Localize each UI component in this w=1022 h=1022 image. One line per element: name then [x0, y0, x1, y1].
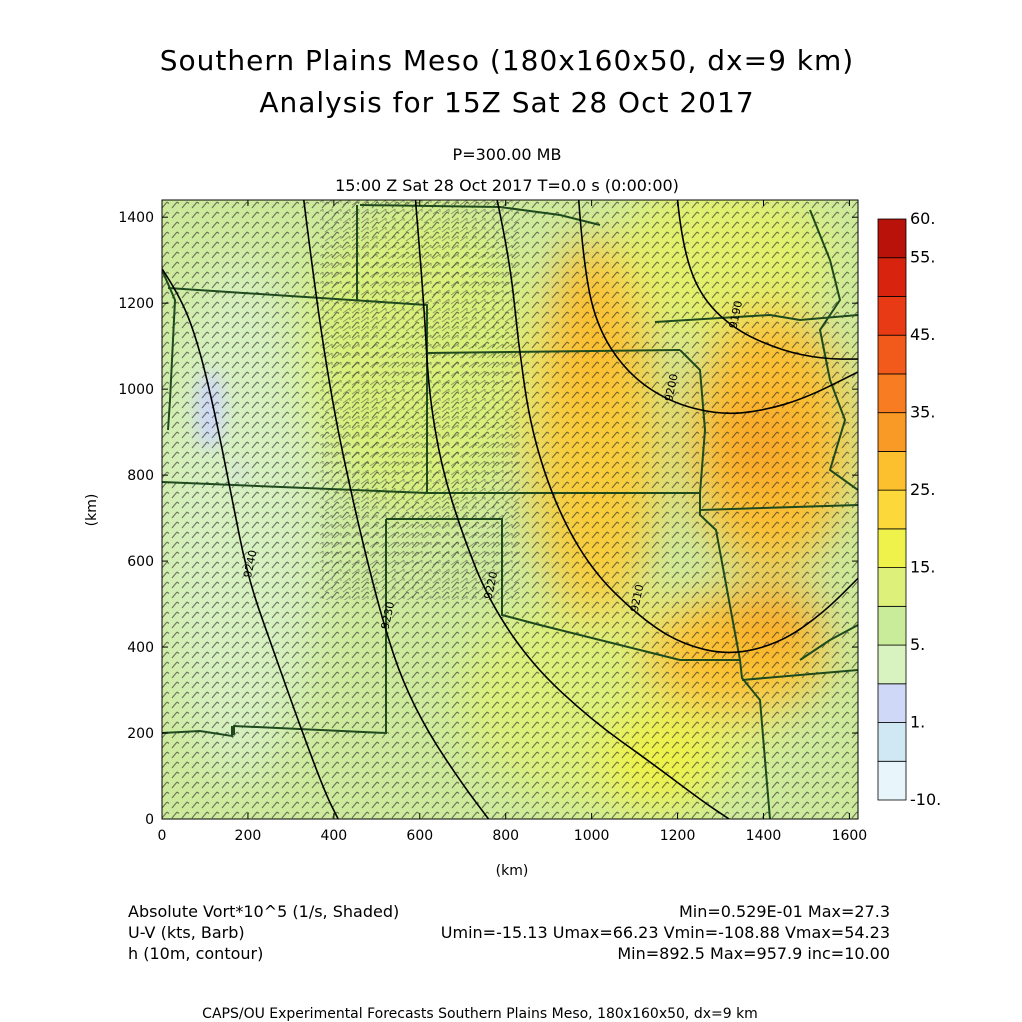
colorbar-swatch — [877, 218, 907, 259]
colorbar-swatch — [877, 334, 907, 375]
x-tick-label: 1000 — [574, 828, 610, 844]
y-tick-label: 1200 — [118, 296, 154, 312]
colorbar-label: 25. — [910, 480, 935, 499]
height-contours: 9240 9230 9220 9210 9200 9190 — [162, 200, 858, 819]
x-tick-label: 0 — [158, 828, 167, 844]
y-axis-label: (km) — [84, 494, 100, 527]
valid-time: 15:00 Z Sat 28 Oct 2017 T=0.0 s (0:00:00… — [335, 176, 679, 195]
x-tick-label: 600 — [406, 828, 433, 844]
y-tick-label: 800 — [127, 468, 154, 484]
colorbar-swatch — [877, 605, 907, 646]
height-contour-line — [676, 200, 858, 360]
y-tick-label: 200 — [127, 726, 154, 742]
colorbar-swatch — [877, 373, 907, 414]
colorbar-swatch — [877, 567, 907, 607]
wind-barbs-dense — [320, 200, 520, 600]
field1-label: Absolute Vort*10^5 (1/s, Shaded) — [128, 902, 400, 921]
height-contour-line — [496, 200, 858, 654]
x-tick-label: 1600 — [832, 828, 868, 844]
contour-label: 9200 — [662, 373, 681, 403]
state-boundaries — [162, 204, 858, 819]
colorbar-swatch — [877, 528, 907, 568]
colorbar-swatch — [877, 683, 907, 723]
contour-label: 9210 — [628, 583, 647, 613]
field3-stats: Min=892.5 Max=957.9 inc=10.00 — [617, 944, 890, 963]
x-tick-label: 800 — [492, 828, 519, 844]
colorbar-swatch — [877, 489, 907, 530]
y-tick-label: 400 — [127, 640, 154, 656]
colorbar-swatch — [877, 296, 907, 336]
y-axis: 0 200 400 600 800 1000 1200 1400 — [118, 210, 858, 828]
colorbar-label: 1. — [910, 713, 925, 732]
y-tick-label: 0 — [145, 812, 154, 828]
contour-label: 9230 — [379, 600, 398, 630]
x-tick-label: 400 — [320, 828, 347, 844]
height-contour-line — [577, 200, 858, 415]
colorbar-label: -10. — [910, 790, 941, 809]
colorbar-label: 15. — [910, 558, 935, 577]
x-tick-label: 1200 — [660, 828, 696, 844]
pressure-level: P=300.00 MB — [452, 145, 562, 164]
field2-label: U-V (kts, Barb) — [128, 923, 245, 942]
chart-subtitle: Analysis for 15Z Sat 28 Oct 2017 — [259, 86, 755, 119]
colorbar: -10. 1. 5. 15. 25. 35. 45. 55. 60. — [877, 209, 941, 809]
height-contour-line — [302, 200, 490, 819]
field2-stats: Umin=-15.13 Umax=66.23 Vmin=-108.88 Vmax… — [440, 923, 890, 942]
chart-title: Southern Plains Meso (180x160x50, dx=9 k… — [159, 44, 855, 77]
field3-label: h (10m, contour) — [128, 944, 264, 963]
colorbar-swatch — [877, 644, 907, 685]
x-tick-label: 200 — [235, 828, 262, 844]
field1-stats: Min=0.529E-01 Max=27.3 — [678, 902, 890, 921]
y-tick-label: 1000 — [118, 382, 154, 398]
contour-label: 9220 — [482, 570, 501, 600]
colorbar-swatch — [877, 412, 907, 452]
colorbar-swatch — [877, 722, 907, 762]
colorbar-label: 55. — [910, 248, 935, 267]
contour-label: 9190 — [727, 299, 746, 329]
y-tick-label: 1400 — [118, 210, 154, 226]
x-axis: 0 200 400 600 800 1000 1200 1400 1600 — [158, 200, 868, 844]
colorbar-swatch — [877, 257, 907, 297]
height-contour-line — [162, 268, 339, 819]
contour-label: 9240 — [241, 549, 260, 579]
colorbar-label: 45. — [910, 325, 935, 344]
colorbar-swatch — [877, 760, 907, 801]
x-axis-label: (km) — [496, 863, 529, 879]
colorbar-label: 35. — [910, 403, 935, 422]
height-contour-line — [414, 200, 730, 819]
plot-area: 9240 9230 9220 9210 9200 9190 — [162, 200, 858, 819]
y-tick-label: 600 — [127, 554, 154, 570]
footer-credit: CAPS/OU Experimental Forecasts Southern … — [202, 1006, 758, 1022]
x-tick-label: 1400 — [746, 828, 782, 844]
plot-frame — [161, 199, 859, 820]
colorbar-label: 60. — [910, 209, 935, 228]
colorbar-swatch — [877, 450, 907, 491]
colorbar-label: 5. — [910, 635, 925, 654]
